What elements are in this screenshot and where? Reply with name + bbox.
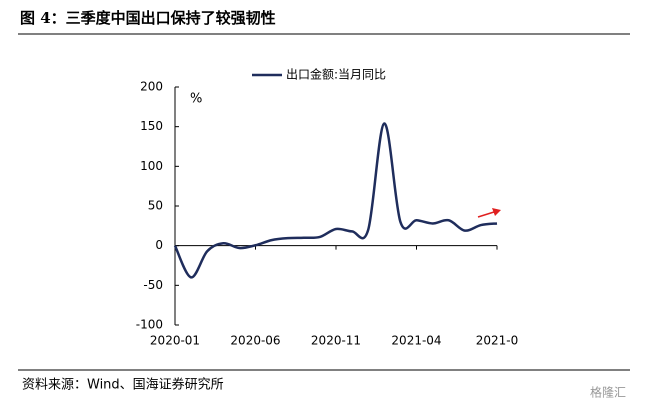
y-tick-label: 100 (140, 159, 163, 173)
y-tick-label: -100 (136, 318, 163, 332)
series-line (173, 122, 498, 279)
source: 资料来源：Wind、国海证券研究所 (22, 377, 224, 393)
x-tick-label: 2021-04 (391, 334, 441, 348)
annotation-arrow (477, 211, 495, 218)
arrow-head (492, 208, 501, 216)
y-tick-label: 150 (140, 119, 163, 133)
x-tick-label: 2020-01 (150, 334, 200, 348)
y-tick-label: -50 (143, 278, 163, 292)
chart-title: 图 4：三季度中国出口保持了较强韧性 (20, 9, 276, 27)
x-tick-label: 2020-11 (311, 334, 361, 348)
y-unit: % (190, 92, 202, 107)
x-tick-label: 2021-0 (476, 334, 519, 348)
y-tick-label: 0 (155, 238, 163, 252)
watermark: 格隆汇 (590, 385, 626, 400)
x-tick-label: 2020-06 (230, 334, 280, 348)
y-tick-label: 200 (140, 80, 163, 94)
y-tick-label: 50 (148, 199, 163, 213)
legend-label: 出口金额:当月同比 (286, 67, 386, 82)
